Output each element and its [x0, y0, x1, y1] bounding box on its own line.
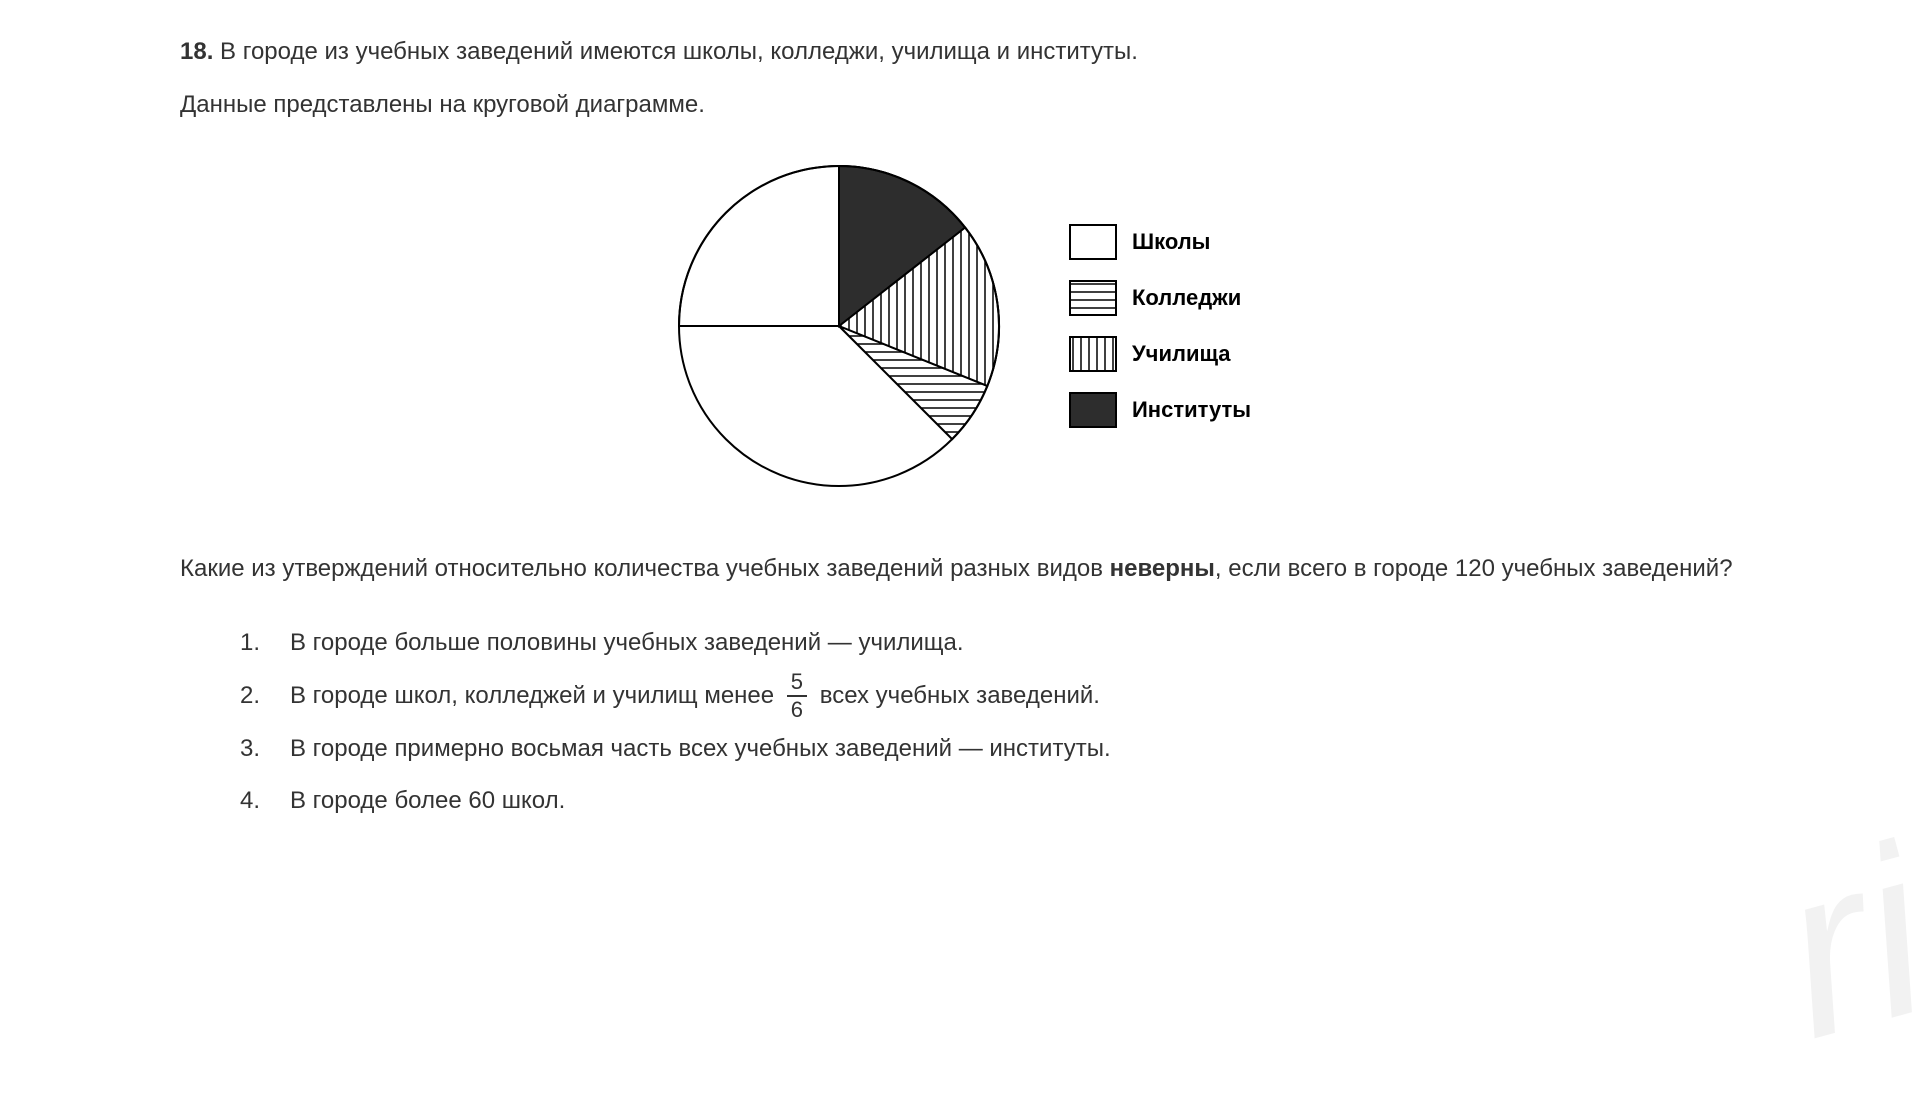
legend-label: Колледжи	[1132, 285, 1241, 311]
option-item: 4. В городе более 60 школ.	[240, 775, 1740, 828]
option-text: В городе более 60 школ.	[290, 775, 565, 828]
question-part2: , если всего в городе 120 учебных заведе…	[1215, 555, 1733, 582]
option-text: В городе больше половины учебных заведен…	[290, 617, 964, 670]
option-text: В городе примерно восьмая часть всех уче…	[290, 723, 1111, 776]
option-number: 4.	[240, 775, 270, 828]
option-text: В городе школ, колледжей и училищ менее …	[290, 670, 1100, 723]
legend-label: Институты	[1132, 397, 1251, 423]
chart-section: Школы Колледжи Училища Институты	[180, 156, 1740, 496]
legend: Школы Колледжи Училища Институты	[1069, 224, 1251, 428]
legend-item: Училища	[1069, 336, 1251, 372]
fraction: 56	[787, 671, 807, 721]
problem-number: 18.	[180, 38, 213, 65]
legend-label: Училища	[1132, 341, 1231, 367]
option-item: 3. В городе примерно восьмая часть всех у…	[240, 723, 1740, 776]
question-part1: Какие из утверждений относительно количе…	[180, 555, 1110, 582]
problem-intro-1: 18. В городе из учебных заведений имеютс…	[180, 30, 1740, 73]
question-text: Какие из утверждений относительно количе…	[180, 546, 1740, 592]
legend-swatch-icon	[1069, 392, 1117, 428]
option-item: 2. В городе школ, колледжей и училищ мене…	[240, 670, 1740, 723]
legend-swatch-icon	[1069, 336, 1117, 372]
intro-line-2: Данные представлены на круговой диаграмм…	[180, 83, 1740, 126]
legend-item: Колледжи	[1069, 280, 1251, 316]
option-item: 1. В городе больше половины учебных завед…	[240, 617, 1740, 670]
options-list: 1. В городе больше половины учебных завед…	[180, 617, 1740, 828]
pie-chart	[669, 156, 1009, 496]
legend-item: Институты	[1069, 392, 1251, 428]
watermark: ri	[1753, 791, 1920, 1092]
question-bold: неверны	[1110, 555, 1215, 582]
option-number: 2.	[240, 670, 270, 723]
legend-swatch-icon	[1069, 280, 1117, 316]
legend-label: Школы	[1132, 229, 1210, 255]
legend-item: Школы	[1069, 224, 1251, 260]
option-number: 3.	[240, 723, 270, 776]
intro-line-1: В городе из учебных заведений имеются шк…	[220, 38, 1138, 65]
legend-swatch-icon	[1069, 224, 1117, 260]
option-number: 1.	[240, 617, 270, 670]
